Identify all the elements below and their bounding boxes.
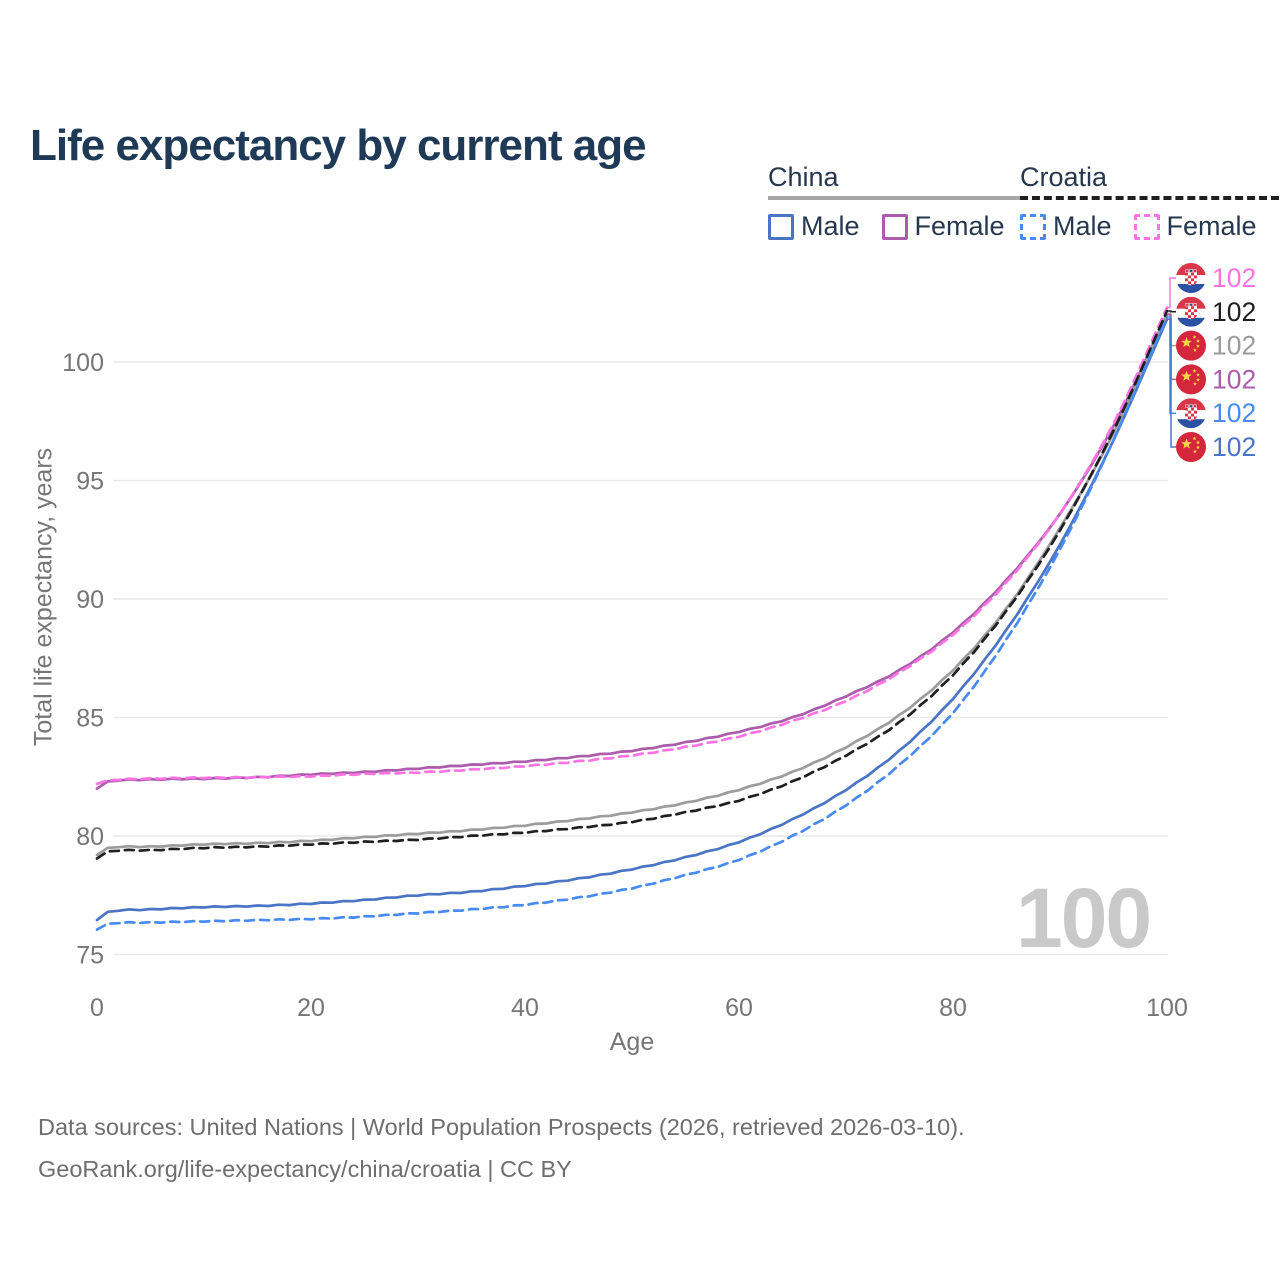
x-tick-label: 60 bbox=[725, 994, 753, 1022]
end-label-value: 102 bbox=[1212, 331, 1256, 361]
x-tick-label: 80 bbox=[939, 994, 967, 1022]
china-flag-icon bbox=[1176, 432, 1206, 462]
hover-age-watermark: 100 bbox=[1016, 871, 1152, 965]
legend-croatia-male-label[interactable]: Male bbox=[1053, 211, 1112, 241]
legend-china-label[interactable]: China bbox=[768, 162, 839, 192]
footer-sources: Data sources: United Nations | World Pop… bbox=[38, 1114, 965, 1140]
legend-china-male-swatch[interactable] bbox=[768, 213, 794, 240]
legend-croatia-female-label[interactable]: Female bbox=[1166, 211, 1257, 241]
end-label-connector bbox=[1167, 316, 1176, 414]
end-label-value: 102 bbox=[1212, 432, 1256, 462]
page-title: Life expectancy by current age bbox=[30, 121, 647, 171]
end-label-value: 102 bbox=[1212, 364, 1256, 394]
x-tick-label: 100 bbox=[1146, 994, 1188, 1022]
end-label-value: 102 bbox=[1212, 263, 1256, 293]
x-axis-title: Age bbox=[609, 1028, 655, 1056]
series-line-croatia-male[interactable] bbox=[95, 315, 1169, 931]
end-label-value: 102 bbox=[1212, 297, 1256, 327]
x-tick-label: 40 bbox=[511, 994, 539, 1022]
legend-china-female-swatch[interactable] bbox=[881, 213, 908, 240]
y-tick-label: 100 bbox=[62, 349, 104, 377]
y-tick-label: 90 bbox=[76, 586, 104, 614]
x-tick-label: 20 bbox=[297, 994, 325, 1022]
croatia-flag-icon bbox=[1176, 398, 1206, 429]
x-tick-label: 0 bbox=[90, 994, 104, 1022]
series-line-china[interactable] bbox=[95, 312, 1169, 857]
legend-croatia-male-swatch[interactable] bbox=[1020, 213, 1046, 240]
croatia-flag-icon bbox=[1176, 296, 1206, 327]
end-label-connector bbox=[1167, 310, 1176, 313]
y-tick-label: 75 bbox=[76, 942, 104, 970]
china-flag-icon bbox=[1176, 364, 1206, 395]
y-axis-title: Total life expectancy, years bbox=[29, 447, 58, 747]
end-label-value: 102 bbox=[1212, 398, 1256, 428]
series-line-croatia-female[interactable] bbox=[95, 306, 1169, 786]
croatia-flag-icon bbox=[1176, 263, 1206, 293]
y-tick-label: 80 bbox=[76, 823, 104, 851]
legend-china-male-label[interactable]: Male bbox=[801, 211, 860, 241]
end-label-connector bbox=[1167, 318, 1176, 448]
y-tick-label: 95 bbox=[76, 468, 104, 496]
y-tick-label: 85 bbox=[76, 705, 104, 733]
end-label-connector bbox=[1167, 277, 1176, 309]
legend-group-croatia: Croatia Male Female bbox=[1020, 162, 1279, 242]
series-line-china-male[interactable] bbox=[95, 317, 1169, 922]
legend-croatia-label[interactable]: Croatia bbox=[1020, 162, 1108, 192]
footer-attribution: GeoRank.org/life-expectancy/china/croati… bbox=[38, 1156, 572, 1182]
china-flag-icon bbox=[1176, 330, 1206, 361]
legend-croatia-female-swatch[interactable] bbox=[1133, 213, 1160, 240]
footer: Data sources: United Nations | World Pop… bbox=[38, 1106, 965, 1190]
legend-china-underline bbox=[768, 196, 1027, 200]
legend-china-female-label[interactable]: Female bbox=[914, 211, 1005, 241]
legend-group-china: China Male Female bbox=[768, 162, 1027, 242]
legend-croatia-underline bbox=[1020, 196, 1279, 200]
series-line-croatia[interactable] bbox=[95, 309, 1169, 860]
